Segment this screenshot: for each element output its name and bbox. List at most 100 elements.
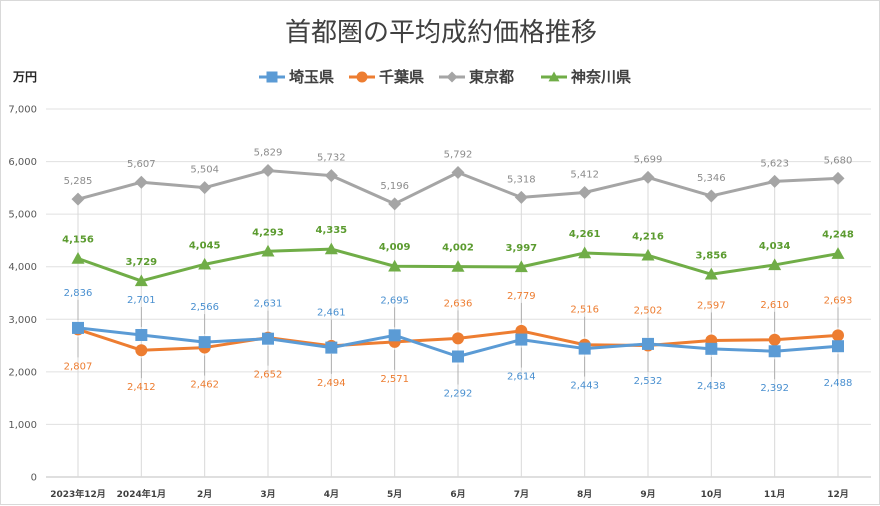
data-label: 5,196 — [380, 181, 409, 192]
data-label: 2,695 — [380, 295, 409, 306]
data-point — [641, 248, 655, 261]
data-point — [388, 197, 402, 211]
data-label: 4,034 — [759, 241, 791, 252]
data-label: 2,461 — [317, 308, 346, 319]
data-point — [768, 345, 781, 358]
data-label: 4,261 — [569, 229, 601, 240]
x-tick-label: 12月 — [827, 489, 849, 500]
data-point — [388, 259, 402, 272]
data-label: 5,792 — [444, 150, 473, 161]
data-label: 2,610 — [760, 300, 789, 311]
data-point — [198, 181, 212, 195]
data-point — [198, 336, 211, 349]
data-label: 4,293 — [252, 227, 284, 238]
data-point — [705, 342, 718, 355]
data-label: 2,494 — [317, 378, 346, 389]
data-point — [768, 174, 782, 188]
data-label: 2,693 — [824, 295, 853, 306]
data-label: 5,285 — [64, 176, 93, 187]
data-point — [72, 321, 84, 334]
data-point — [324, 242, 338, 255]
data-point — [642, 337, 654, 350]
data-label: 4,002 — [442, 243, 474, 254]
data-label: 4,156 — [62, 235, 94, 246]
x-tick-label: 2024年1月 — [117, 488, 166, 500]
series-3 — [71, 242, 845, 287]
y-tick-label: 3,000 — [8, 315, 37, 326]
series-layer — [71, 164, 845, 363]
legend-label: 神奈川県 — [571, 68, 631, 86]
legend-label: 埼玉県 — [289, 68, 334, 86]
data-label: 5,504 — [190, 165, 219, 176]
data-point — [831, 247, 845, 259]
y-tick-label: 5,000 — [8, 210, 37, 221]
data-label: 5,346 — [697, 173, 726, 184]
x-tick-label: 2023年12月 — [50, 488, 106, 500]
data-label: 3,729 — [126, 257, 158, 268]
chart-title: 首都圏の平均成約価格推移 — [285, 18, 597, 48]
legend-marker — [266, 71, 278, 83]
data-point — [452, 350, 464, 363]
data-label: 3,856 — [696, 250, 728, 261]
legend-marker — [356, 71, 368, 83]
legend-label: 千葉県 — [379, 68, 424, 86]
data-label: 2,516 — [570, 305, 599, 316]
legend-item-1: 千葉県 — [349, 68, 424, 86]
legend-item-2: 東京都 — [439, 68, 514, 86]
y-tick-label: 2,000 — [8, 367, 37, 378]
data-point — [515, 333, 528, 346]
data-point — [325, 341, 338, 354]
data-label: 2,636 — [444, 298, 473, 309]
data-point — [388, 329, 401, 342]
y-axis-unit-label: 万円 — [12, 70, 37, 84]
data-point — [514, 260, 528, 273]
data-label: 5,680 — [824, 155, 853, 166]
data-labels: 2,836 2,701 2,566 2,631 2,461 2,695 2,292 2,614… — [62, 148, 854, 400]
data-label: 2,701 — [127, 295, 156, 306]
data-point — [452, 332, 464, 345]
data-label: 4,248 — [822, 230, 854, 241]
x-tick-label: 7月 — [514, 489, 529, 500]
data-point — [451, 260, 465, 272]
y-axis-ticks: 0 1,000 2,000 3,000 4,000 5,000 6,000 7,000 — [8, 105, 37, 484]
data-label: 5,732 — [317, 153, 346, 164]
data-label: 2,631 — [254, 299, 283, 310]
legend-marker — [446, 71, 458, 83]
data-point — [768, 333, 781, 346]
y-tick-label: 0 — [31, 473, 37, 484]
data-point — [262, 332, 274, 345]
x-tick-label: 10月 — [701, 489, 723, 500]
data-label: 5,607 — [127, 159, 156, 170]
x-tick-label: 4月 — [324, 489, 339, 500]
data-point — [451, 166, 465, 180]
data-label: 3,997 — [506, 243, 538, 254]
data-label: 2,566 — [190, 302, 219, 313]
series-2 — [71, 164, 845, 211]
gridlines — [46, 108, 871, 478]
data-label: 4,009 — [379, 242, 411, 253]
data-point — [578, 185, 592, 199]
data-label: 2,532 — [634, 376, 663, 387]
data-label: 4,045 — [189, 240, 221, 251]
data-label: 4,335 — [316, 225, 348, 236]
data-label: 5,699 — [634, 154, 663, 165]
data-point — [134, 175, 148, 189]
data-point — [71, 252, 85, 264]
data-label: 2,779 — [507, 291, 536, 302]
data-label: 5,623 — [760, 158, 789, 169]
data-point — [832, 340, 844, 353]
data-label: 5,412 — [570, 169, 599, 180]
data-point — [578, 342, 591, 355]
data-label: 2,412 — [127, 382, 156, 393]
data-point — [704, 267, 718, 280]
y-tick-label: 1,000 — [8, 420, 37, 431]
data-point — [578, 246, 592, 259]
series-0 — [72, 321, 844, 363]
data-label: 2,292 — [444, 389, 473, 400]
data-label: 2,652 — [254, 370, 283, 381]
legend: 埼玉県 千葉県 東京都 神奈川県 — [259, 68, 631, 86]
data-point — [135, 344, 148, 357]
data-point — [261, 164, 275, 178]
